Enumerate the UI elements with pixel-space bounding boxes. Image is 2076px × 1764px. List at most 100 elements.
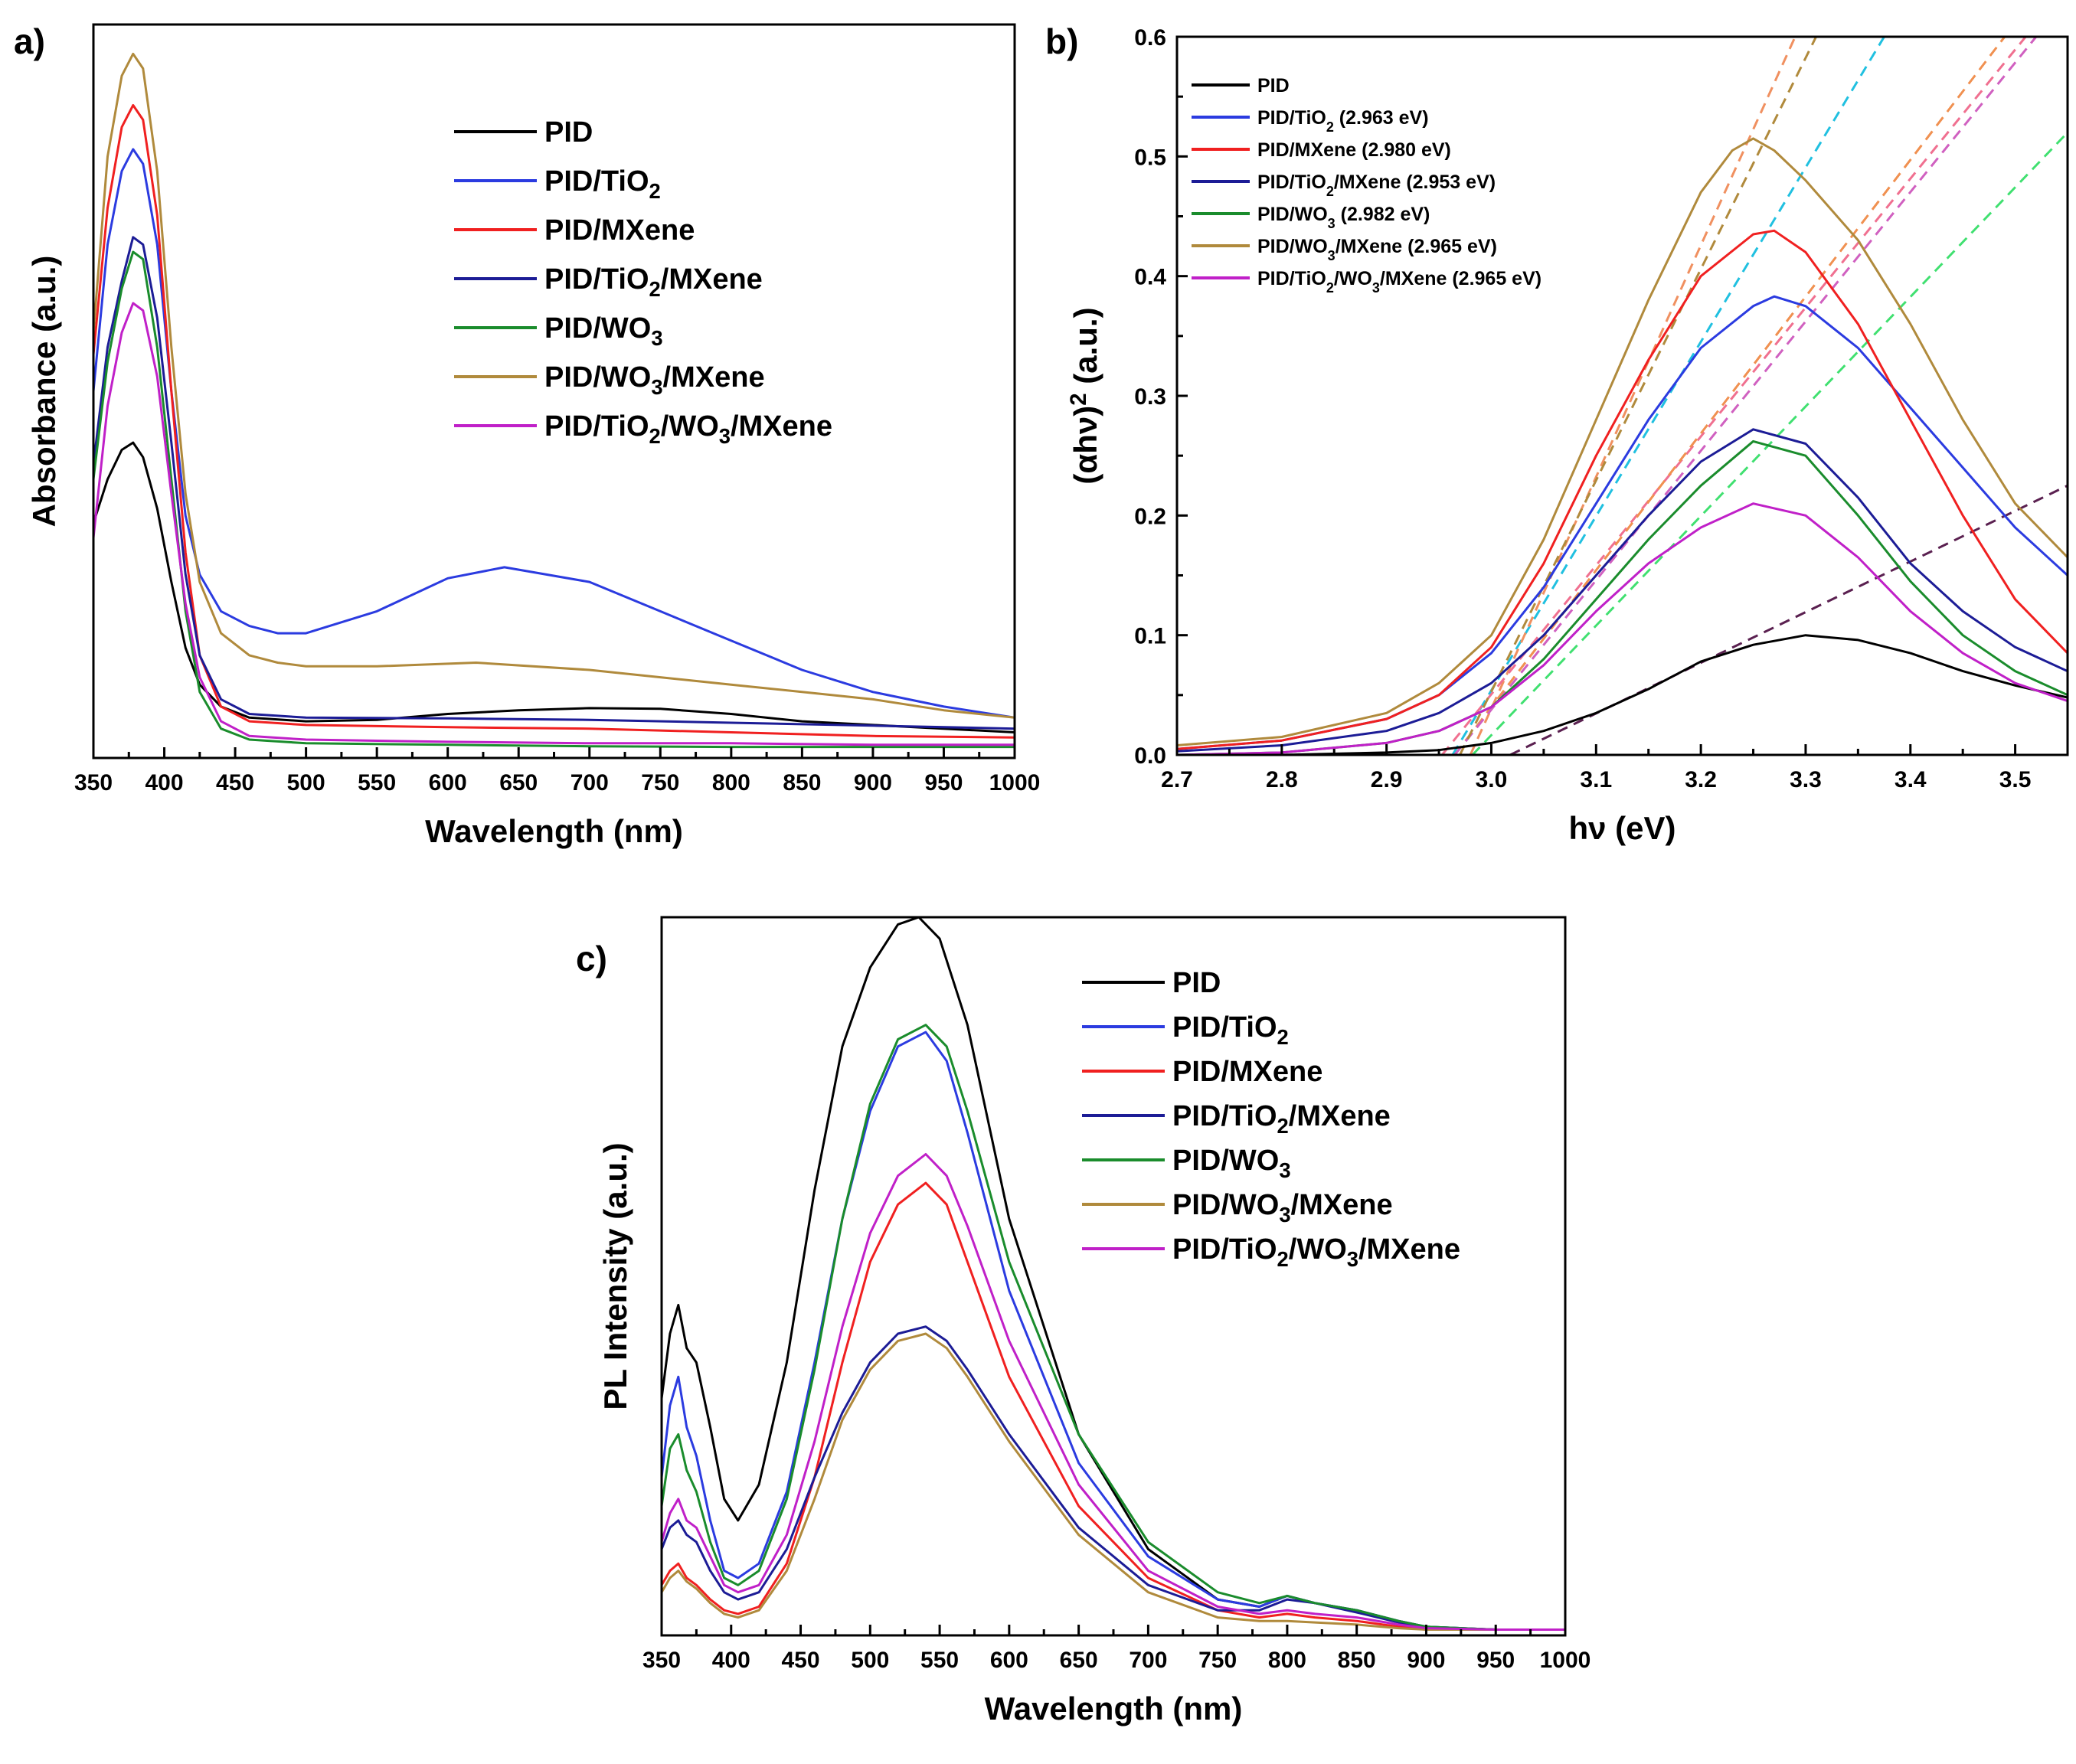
x-tick-label: 3.1: [1580, 767, 1612, 792]
legend-label-pid-main: PID: [544, 116, 593, 149]
fit-line-pid-tio2-mxene: [1440, 37, 2027, 755]
x-tick-label: 3.5: [1999, 767, 2032, 792]
x-tick-label: 3.4: [1895, 767, 1927, 792]
series-line-pid-tio2-mxene: [93, 236, 1015, 730]
x-tick-label: 950: [1476, 1648, 1515, 1673]
fit-lines: [1440, 37, 2068, 755]
x-tick-label: 2.9: [1371, 767, 1403, 792]
series-line-pid-wo3: [93, 250, 1015, 749]
legend-label-pid-wo3-mxene: PID/WO3/MXene: [1172, 1189, 1393, 1227]
legend-label-pid-main: PID: [1172, 967, 1221, 999]
x-tick-label: 750: [1198, 1648, 1237, 1673]
legend-label-pid-tio2-mxene-sub: 2: [1326, 184, 1334, 199]
x-tick-label: 900: [854, 770, 892, 795]
y-axis-title-rest: (a.u.): [1067, 307, 1103, 393]
y-tick-label: 0.0: [1134, 743, 1166, 769]
x-tick-label: 2.7: [1161, 767, 1193, 792]
legend-label-pid-wo3-mxene-rest: /MXene: [1291, 1189, 1393, 1221]
x-tick-label: 2.8: [1266, 767, 1298, 792]
legend-label-pid-wo3-sub: 3: [1279, 1158, 1290, 1182]
legend-label-pid-wo3-sub: 3: [651, 326, 662, 350]
legend-label-pid-tio2-mxene-main: PID/TiO: [1257, 172, 1326, 193]
x-tick-label: 750: [641, 770, 679, 795]
legend-label-pid-wo3-mxene: PID/WO3/MXene (2.965 eV): [1257, 236, 1497, 263]
legend-label-pid-mxene-main: PID/MXene (2.980 eV): [1257, 139, 1451, 161]
legend-label-pid-wo3: PID/WO3: [544, 312, 663, 350]
x-tick-label: 650: [1060, 1648, 1098, 1673]
y-tick-label: 0.5: [1134, 145, 1166, 170]
fit-line-pid-tio2-wo3-mxene: [1453, 37, 2038, 755]
legend-label-pid-wo3-rest: (2.982 eV): [1336, 204, 1430, 225]
y-axis-title-main: Absorbance (a.u.): [26, 256, 62, 528]
fit-line-pid-wo3: [1471, 132, 2068, 755]
series-line-pid: [93, 441, 1015, 733]
legend-label-pid-tio2-mxene-sub: 2: [1277, 1114, 1289, 1138]
legend-label-pid-mxene-main: PID/MXene: [1172, 1056, 1322, 1088]
legend-label-pid-wo3-sub: 3: [1328, 216, 1336, 231]
y-tick-label: 0.2: [1134, 504, 1166, 529]
legend-label-pid-mxene: PID/MXene: [544, 214, 695, 247]
series-line-pid-tio2-wo3-mxene: [93, 302, 1015, 746]
x-tick-label: 800: [712, 770, 750, 795]
x-tick-label: 3.3: [1790, 767, 1822, 792]
legend-label-pid-tio2-wo3-mxene-sub: 3: [1372, 280, 1380, 296]
legend-label-pid-wo3-mxene-sub: 3: [651, 375, 662, 399]
legend-label-pid: PID: [1257, 75, 1290, 96]
legend: PIDPID/TiO2PID/MXenePID/TiO2/MXenePID/WO…: [454, 116, 832, 448]
legend-label-pid-tio2-wo3-mxene-rest: /WO: [1334, 268, 1372, 289]
legend-label-pid-tio2-mxene: PID/TiO2/MXene: [1172, 1100, 1391, 1138]
legend-label-pid: PID: [1172, 967, 1221, 999]
y-axis-title-main: (αhν): [1067, 406, 1103, 485]
legend-label-pid-tio2-sub: 2: [1277, 1025, 1289, 1049]
fit-line-pid-wo3-mxene-steep: [1459, 37, 1817, 755]
series-line-pid-mxene: [662, 1181, 1565, 1631]
series-line-pid-tio2-wo3-mxene: [662, 1153, 1565, 1631]
legend-label-pid-tio2: PID/TiO2: [544, 165, 661, 203]
series-line-pid-tio2: [93, 148, 1015, 719]
x-tick-label: 700: [570, 770, 609, 795]
legend-label-pid-tio2-wo3-mxene-sub: 3: [719, 424, 731, 448]
legend-label-pid-tio2-wo3-mxene-rest: /WO: [1289, 1233, 1347, 1266]
legend-label-pid-wo3-main: PID/WO: [1257, 204, 1328, 225]
panel-label: c): [576, 939, 607, 978]
legend-label-pid-tio2-wo3-mxene-main: PID/TiO: [544, 410, 649, 443]
legend-label-pid-tio2-mxene-sub: 2: [649, 277, 661, 301]
series-line-pid: [1177, 634, 2068, 755]
legend-label-pid-tio2-wo3-mxene: PID/TiO2/WO3/MXene: [1172, 1233, 1460, 1271]
legend-label-pid-wo3-main: PID/WO: [544, 312, 651, 345]
y-tick-label: 0.4: [1134, 265, 1166, 290]
legend-label-pid-tio2-sub: 2: [1326, 119, 1334, 135]
series-curves: [662, 917, 1565, 1631]
legend-label-pid-tio2-wo3-mxene: PID/TiO2/WO3/MXene: [544, 410, 832, 448]
legend-label-pid-tio2-wo3-mxene-main: PID/TiO: [1257, 268, 1326, 289]
legend-label-pid-tio2-wo3-mxene-rest: /WO: [661, 410, 719, 443]
legend-label-pid-tio2-mxene-rest: /MXene: [661, 263, 763, 296]
legend: PIDPID/TiO2PID/MXenePID/TiO2/MXenePID/WO…: [1082, 967, 1460, 1271]
legend-label-pid-tio2-sub: 2: [649, 179, 661, 203]
x-axis-title: Wavelength (nm): [985, 1690, 1243, 1726]
x-tick-label: 900: [1407, 1648, 1445, 1673]
legend-label-pid-wo3-mxene-rest: /MXene (2.965 eV): [1336, 236, 1497, 257]
x-tick-label: 3.2: [1685, 767, 1717, 792]
legend-label-pid-tio2-wo3-mxene-rest: /MXene: [731, 410, 832, 443]
x-axis-title: Wavelength (nm): [425, 813, 683, 849]
legend-label-pid-tio2-wo3-mxene: PID/TiO2/WO3/MXene (2.965 eV): [1257, 268, 1541, 296]
legend-label-pid-wo3: PID/WO3: [1172, 1145, 1291, 1182]
y-axis-title: (αhν)2 (a.u.): [1066, 307, 1103, 484]
legend-label-pid-wo3-mxene-rest: /MXene: [663, 361, 765, 394]
y-tick-label: 0.3: [1134, 384, 1166, 410]
legend-label-pid-tio2-main: PID/TiO: [1257, 107, 1326, 129]
legend-label-pid-wo3-mxene-sub: 3: [1328, 248, 1336, 263]
y-tick-label: 0.1: [1134, 624, 1166, 649]
x-tick-label: 1000: [1540, 1648, 1591, 1673]
series-line-pid-wo3-mxene: [93, 52, 1015, 719]
x-tick-label: 350: [74, 770, 113, 795]
panel-c: c) 350 400 450 500 550 600 650 700 750 800 850 900 95…: [576, 916, 1591, 1726]
legend-label-pid-tio2-mxene-rest: /MXene: [1289, 1100, 1391, 1132]
x-tick-label: 450: [782, 1648, 820, 1673]
legend-label-pid-wo3-main: PID/WO: [1172, 1145, 1279, 1177]
legend-label-pid-tio2-mxene-main: PID/TiO: [1172, 1100, 1277, 1132]
series-curves: [1177, 137, 2068, 755]
x-tick-label: 850: [783, 770, 821, 795]
